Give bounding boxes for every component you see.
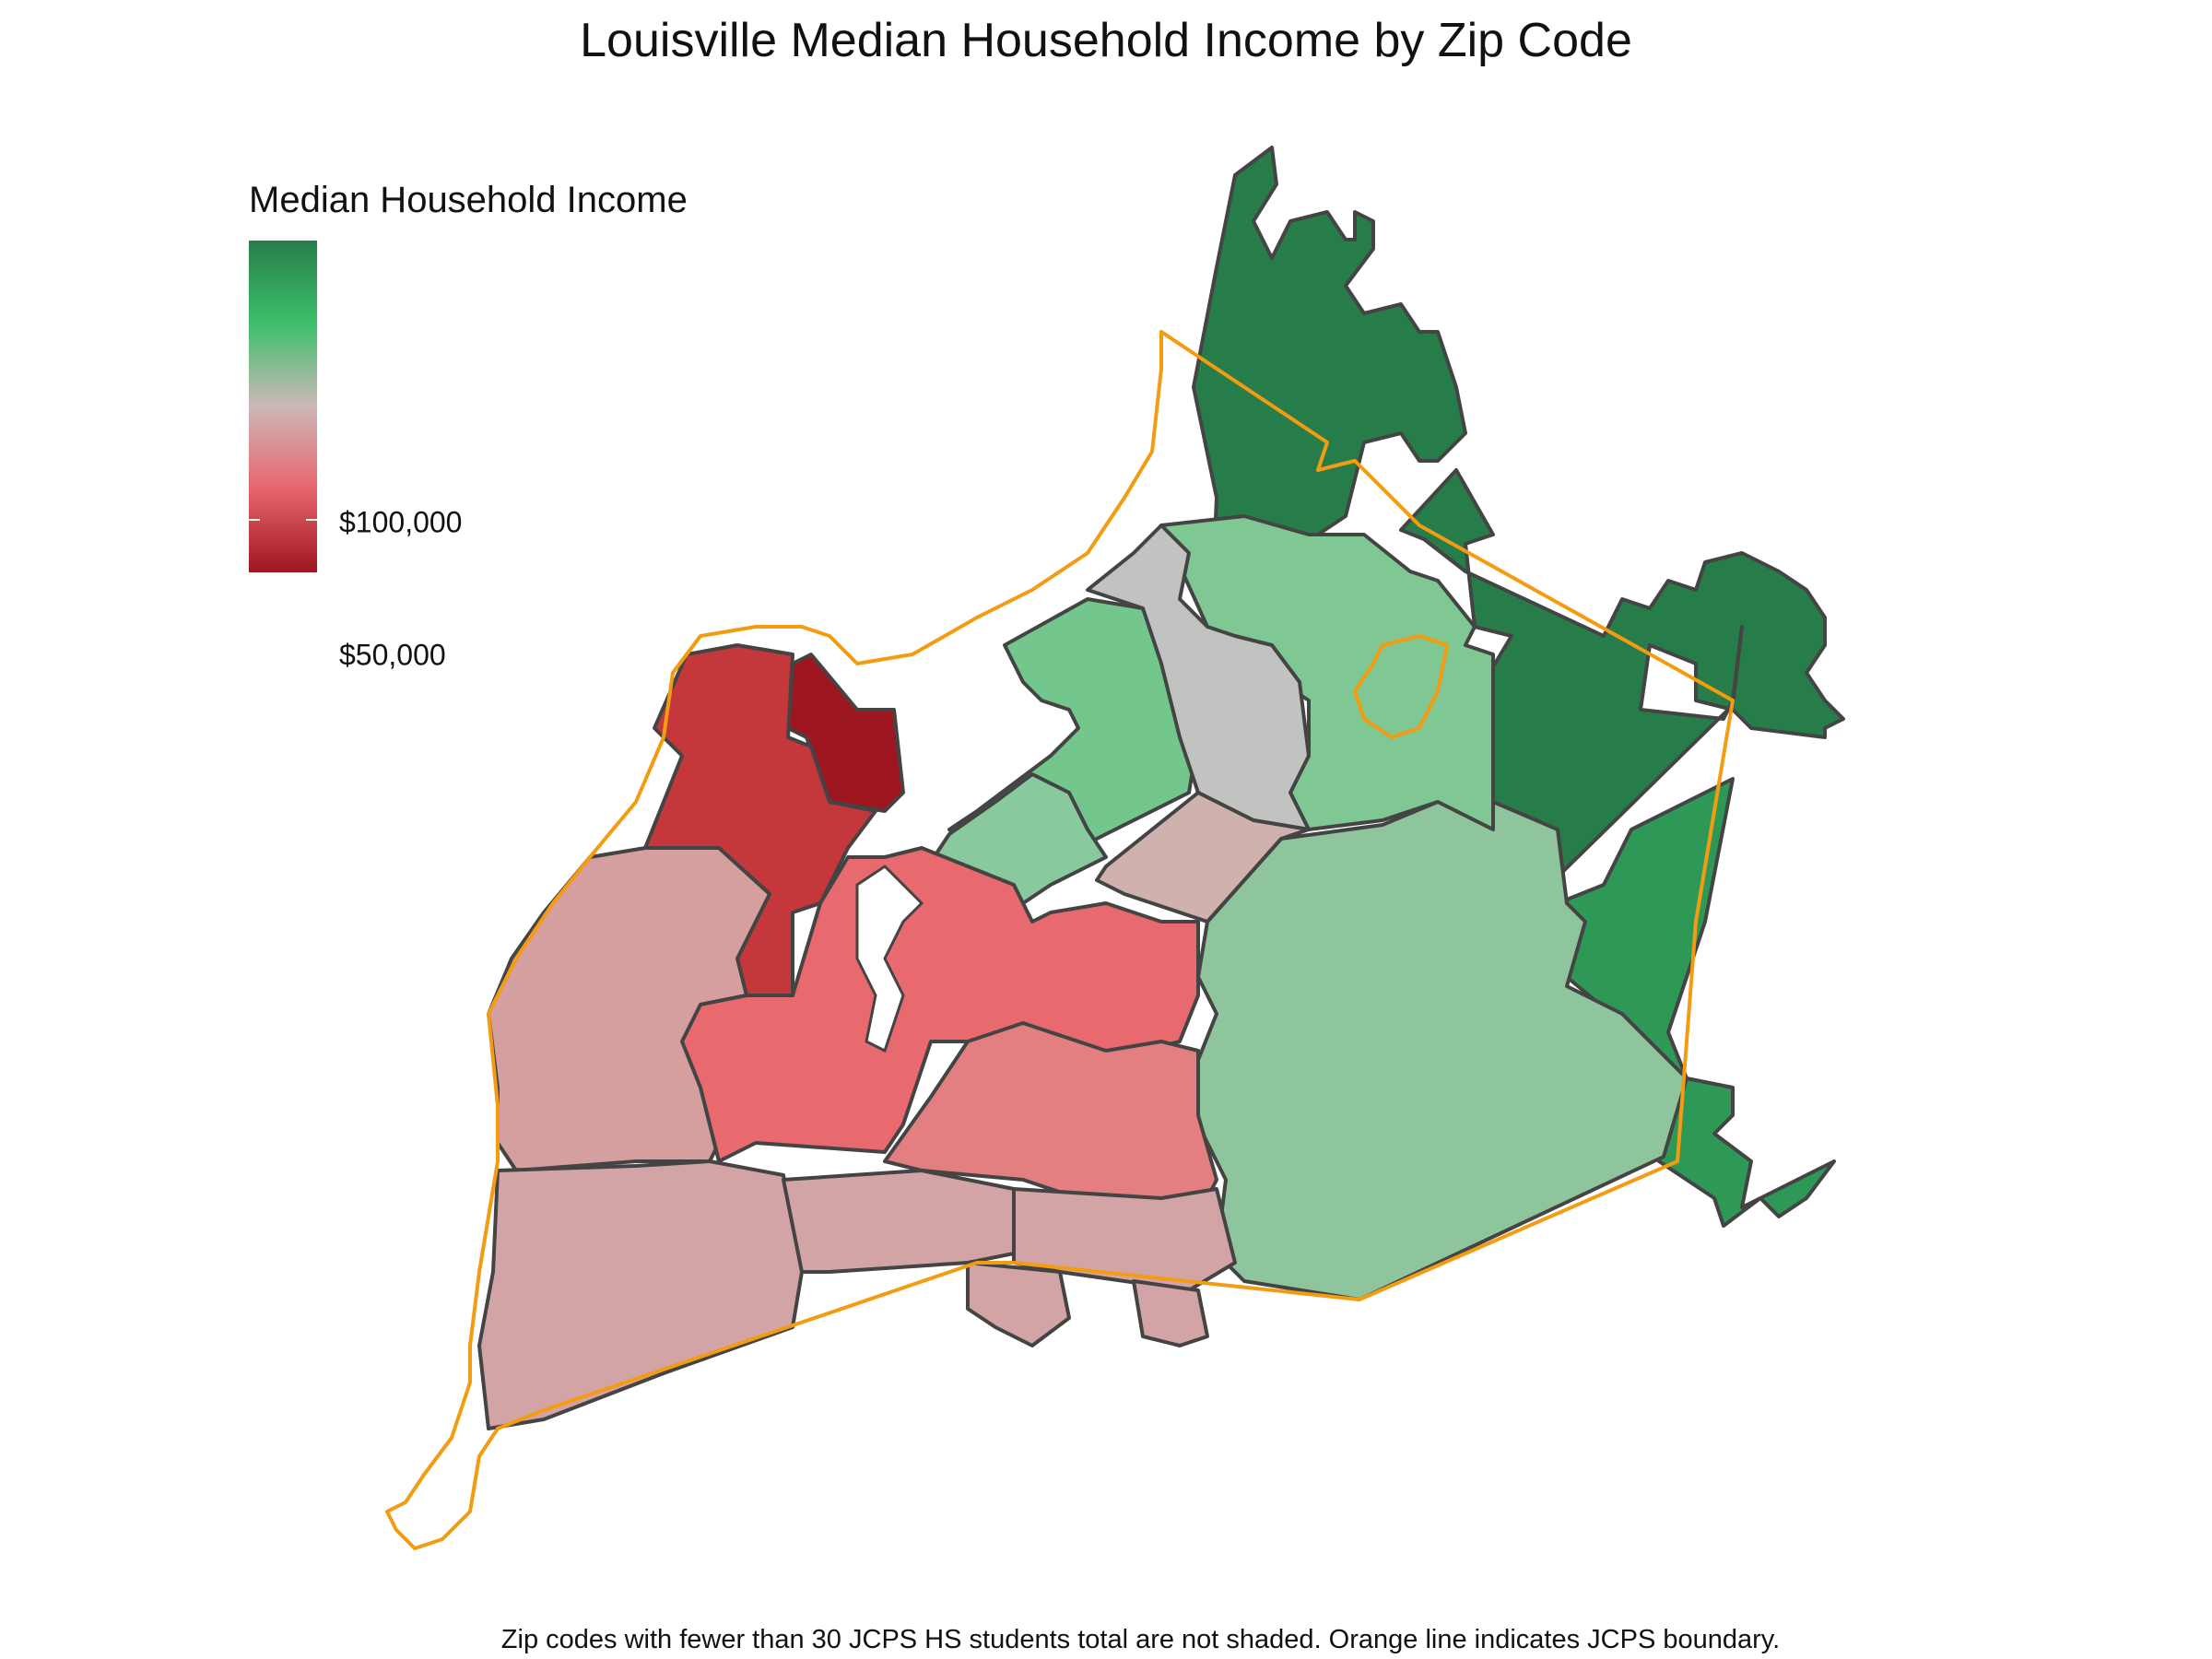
zip-region-central-grey [1086, 524, 1311, 831]
zip-region-downtown [786, 653, 905, 813]
zip-region-central-grey-2 [1095, 791, 1311, 924]
legend-label-100000: $100,000 [339, 505, 463, 539]
zip-region-bullitt-border-2 [1132, 1279, 1209, 1347]
zip-region-far-south [782, 1169, 1016, 1274]
legend: Median Household Income $100,000 $50,000 [249, 180, 688, 672]
legend-tick [306, 652, 317, 653]
zip-region-south-2 [883, 1021, 1218, 1228]
map-title: Louisville Median Household Income by Zi… [580, 14, 1632, 67]
unshaded-zip [855, 865, 924, 1053]
legend-colorbar [249, 241, 317, 572]
jcps-boundary [385, 330, 1735, 1550]
jcps-boundary-enclave [1352, 633, 1450, 740]
legend-tick [249, 652, 260, 653]
zip-region-southwest-2 [477, 1159, 804, 1430]
legend-label-50000: $50,000 [339, 638, 446, 672]
legend-title: Median Household Income [249, 180, 688, 220]
zip-region-bullitt-border [966, 1261, 1071, 1347]
zip-region-south [680, 846, 1200, 1163]
footnote: Zip codes with fewer than 30 JCPS HS stu… [500, 1625, 1781, 1654]
legend-tick [249, 519, 260, 521]
legend-tick [306, 519, 317, 521]
